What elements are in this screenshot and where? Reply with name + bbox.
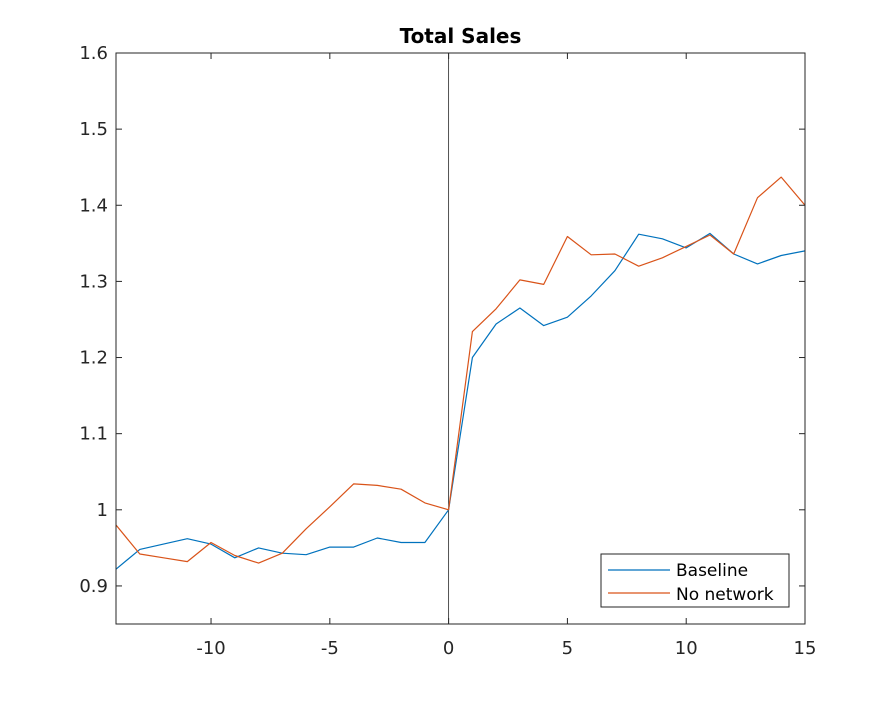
legend-label-no-network: No network <box>676 585 774 605</box>
series-line-no-network <box>115 176 806 564</box>
x-tick-label: -10 <box>196 638 225 659</box>
y-tick-label: 1.5 <box>79 119 108 140</box>
y-tick-label: 0.9 <box>79 576 108 597</box>
series-lines <box>115 53 806 624</box>
series-line-baseline <box>115 232 806 570</box>
y-tick-label: 1.2 <box>79 348 108 369</box>
chart-title: Total Sales <box>400 24 522 48</box>
x-tick-label: 10 <box>675 638 698 659</box>
x-tick-label: 5 <box>562 638 573 659</box>
legend-label-baseline: Baseline <box>676 561 748 581</box>
legend: Baseline No network <box>600 553 790 608</box>
y-tick-label: 1 <box>97 500 108 521</box>
x-tick-label: 15 <box>794 638 817 659</box>
y-tick-label: 1.3 <box>79 271 108 292</box>
plot-area <box>116 53 805 624</box>
y-tick-label: 1.1 <box>79 424 108 445</box>
y-tick-label: 1.4 <box>79 195 108 216</box>
axis-ticks: -10 -5 0 5 10 15 0.9 1 1.1 1.2 1.3 1.4 1.5 1.6 <box>79 43 816 659</box>
x-tick-label: -5 <box>321 638 339 659</box>
axes-box <box>115 52 806 625</box>
legend-box <box>600 553 790 608</box>
y-tick-label: 1.6 <box>79 43 108 64</box>
x-tick-label: 0 <box>443 638 454 659</box>
